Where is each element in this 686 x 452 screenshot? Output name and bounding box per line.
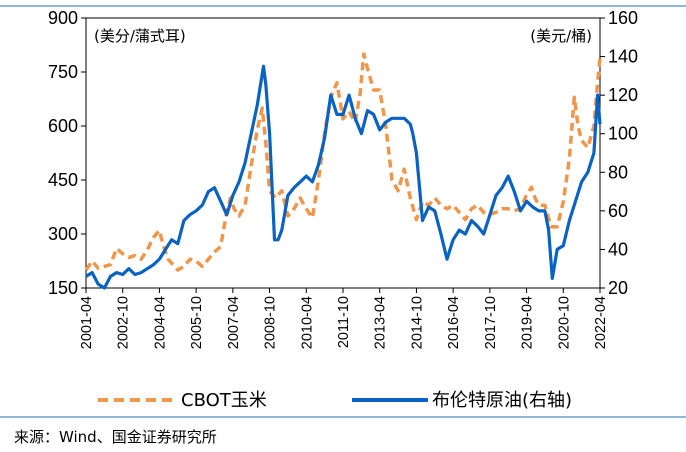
left-axis: 150 300 450 600 750 900 [48, 8, 86, 298]
right-tick-label: 80 [608, 162, 628, 182]
x-tick-label: 2013-04 [373, 296, 389, 349]
x-tick-label: 2016-04 [446, 296, 462, 349]
legend-label-corn: CBOT玉米 [181, 390, 267, 411]
x-tick-label: 2008-10 [263, 296, 279, 349]
left-tick-label: 750 [48, 62, 78, 82]
right-tick-label: 160 [608, 8, 638, 28]
left-tick-label: 900 [48, 8, 78, 28]
x-tick-label: 2022-04 [593, 296, 609, 349]
x-tick-label: 2004-04 [152, 296, 168, 349]
left-tick-label: 600 [48, 116, 78, 136]
right-tick-label: 140 [608, 47, 638, 67]
x-tick-label: 2019-04 [520, 296, 536, 349]
right-tick-label: 60 [608, 201, 628, 221]
legend: CBOT玉米 布伦特原油(右轴) [98, 390, 572, 411]
left-tick-label: 300 [48, 224, 78, 244]
right-axis-unit: (美元/桶) [530, 27, 592, 45]
x-axis: 2001-04 2002-10 2004-04 2005-10 2007-04 2008-… [79, 288, 609, 349]
x-tick-label: 2005-10 [189, 296, 205, 349]
right-tick-label: 120 [608, 85, 638, 105]
left-tick-label: 150 [48, 278, 78, 298]
x-tick-label: 2014-10 [409, 296, 425, 349]
x-tick-label: 2017-10 [483, 296, 499, 349]
cbot-corn-line [84, 52, 602, 272]
right-axis: 20 40 60 80 100 120 140 160 [600, 8, 638, 298]
x-tick-label: 2001-04 [79, 296, 95, 349]
series-layer [84, 52, 602, 290]
right-tick-label: 20 [608, 278, 628, 298]
source-note: 来源：Wind、国金证券研究所 [14, 428, 217, 446]
legend-label-brent: 布伦特原油(右轴) [432, 390, 572, 411]
x-tick-label: 2011-10 [336, 296, 352, 348]
right-tick-label: 40 [608, 239, 628, 259]
x-tick-label: 2020-10 [556, 296, 572, 349]
left-tick-label: 450 [48, 170, 78, 190]
x-tick-label: 2007-04 [226, 296, 242, 349]
right-tick-label: 100 [608, 124, 638, 144]
brent-oil-line [85, 64, 602, 290]
x-tick-label: 2002-10 [116, 296, 132, 349]
x-tick-label: 2010-04 [299, 296, 315, 349]
left-axis-unit: (美分/蒲式耳) [94, 27, 186, 45]
